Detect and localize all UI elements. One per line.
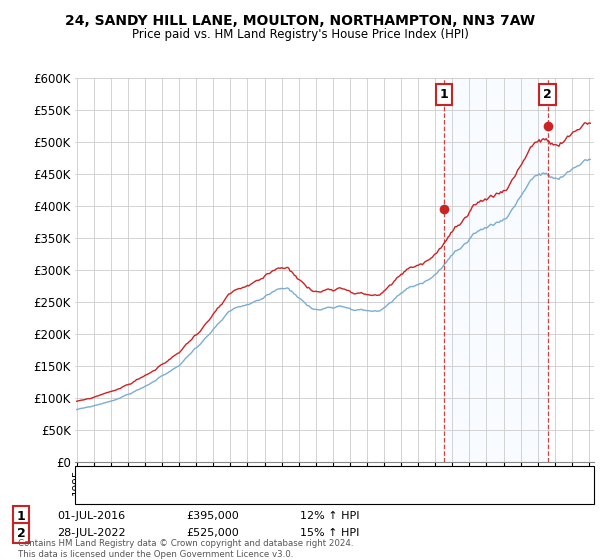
Text: £395,000: £395,000 [186,511,239,521]
Bar [444,78,548,462]
Text: 2: 2 [543,88,552,101]
Text: 12% ↑ HPI: 12% ↑ HPI [300,511,359,521]
Text: 1: 1 [439,88,448,101]
Text: 24, SANDY HILL LANE, MOULTON, NORTHAMPTON, NN3 7AW (detached house): 24, SANDY HILL LANE, MOULTON, NORTHAMPTO… [120,472,527,482]
Text: 1: 1 [17,510,25,523]
Text: 15% ↑ HPI: 15% ↑ HPI [300,528,359,538]
Text: £525,000: £525,000 [186,528,239,538]
Text: Contains HM Land Registry data © Crown copyright and database right 2024.
This d: Contains HM Land Registry data © Crown c… [18,539,353,559]
Text: 24, SANDY HILL LANE, MOULTON, NORTHAMPTON, NN3 7AW: 24, SANDY HILL LANE, MOULTON, NORTHAMPTO… [65,14,535,28]
Text: HPI: Average price, detached house, West Northamptonshire: HPI: Average price, detached house, West… [120,488,437,498]
Text: 2: 2 [17,526,25,540]
Text: 01-JUL-2016: 01-JUL-2016 [57,511,125,521]
Text: Price paid vs. HM Land Registry's House Price Index (HPI): Price paid vs. HM Land Registry's House … [131,28,469,41]
Text: 28-JUL-2022: 28-JUL-2022 [57,528,125,538]
